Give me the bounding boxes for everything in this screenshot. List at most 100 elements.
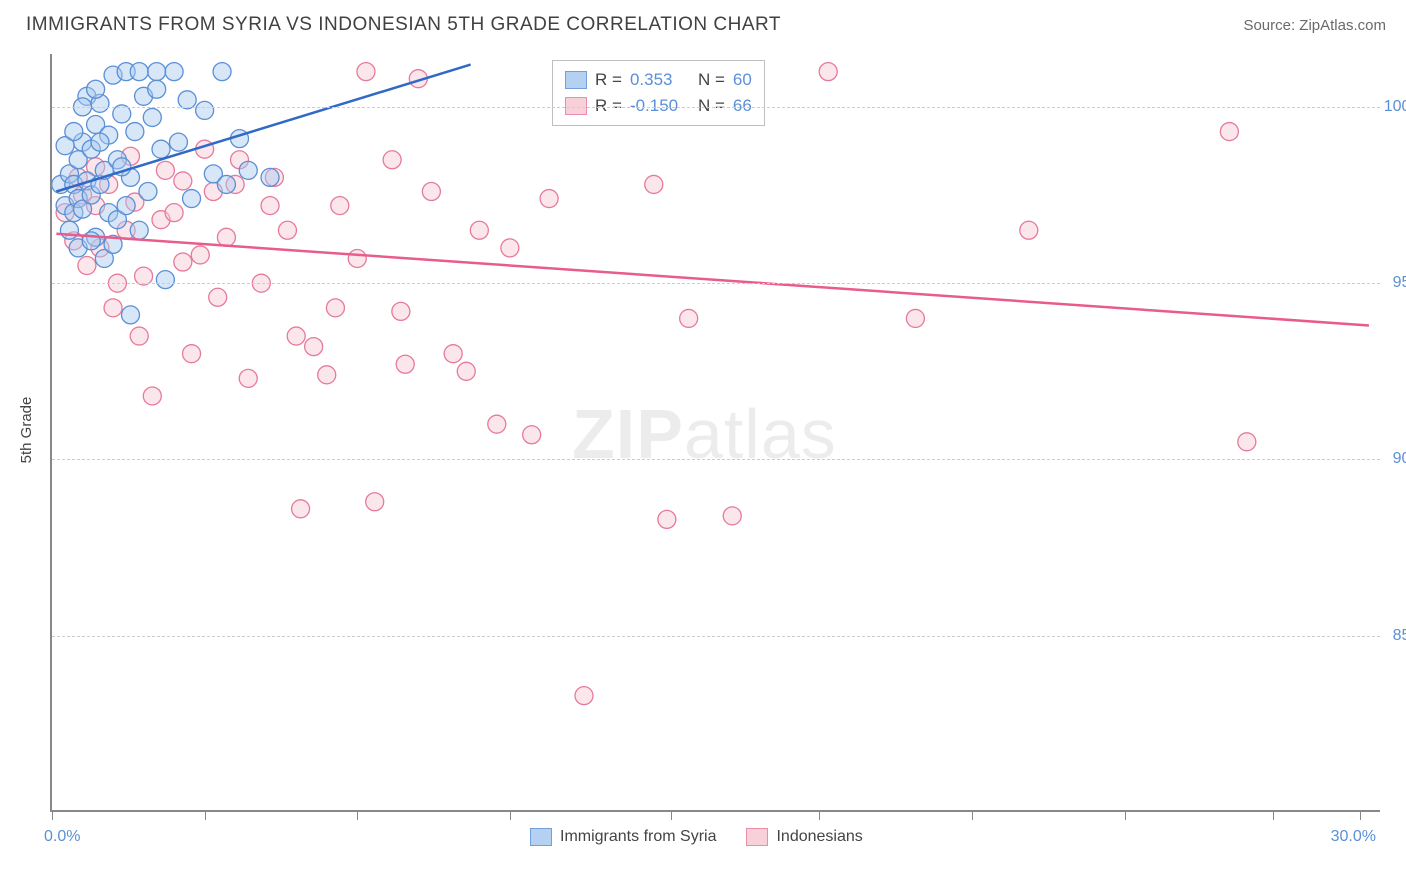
data-point — [183, 190, 201, 208]
data-point — [183, 345, 201, 363]
y-tick-label: 100.0% — [1384, 98, 1406, 116]
data-point — [130, 221, 148, 239]
legend-item-indonesian: Indonesians — [746, 828, 862, 846]
data-point — [261, 197, 279, 215]
data-point — [658, 510, 676, 528]
x-tick — [357, 810, 358, 820]
data-point — [209, 288, 227, 306]
data-point — [191, 246, 209, 264]
data-point — [217, 175, 235, 193]
data-point — [239, 161, 257, 179]
data-point — [104, 299, 122, 317]
data-point — [305, 338, 323, 356]
data-point — [723, 507, 741, 525]
data-point — [645, 175, 663, 193]
legend-swatch-indonesian-icon — [746, 828, 768, 846]
x-axis-max-label: 30.0% — [1331, 828, 1376, 846]
source-attribution: Source: ZipAtlas.com — [1243, 17, 1386, 34]
data-point — [174, 253, 192, 271]
x-tick — [1360, 810, 1361, 820]
data-point — [87, 80, 105, 98]
data-point — [143, 387, 161, 405]
data-point — [261, 168, 279, 186]
x-tick — [972, 810, 973, 820]
scatter-svg — [52, 54, 1380, 810]
data-point — [213, 63, 231, 81]
data-point — [348, 249, 366, 267]
x-tick — [510, 810, 511, 820]
x-tick — [819, 810, 820, 820]
y-axis-title: 5th Grade — [18, 397, 35, 464]
x-tick — [1273, 810, 1274, 820]
data-point — [1020, 221, 1038, 239]
data-point — [488, 415, 506, 433]
data-point — [156, 161, 174, 179]
data-point — [60, 221, 78, 239]
legend-swatch-syria-icon — [530, 828, 552, 846]
data-point — [169, 133, 187, 151]
data-point — [152, 140, 170, 158]
x-axis-min-label: 0.0% — [44, 828, 80, 846]
data-point — [680, 309, 698, 327]
data-point — [540, 190, 558, 208]
grid-line — [52, 283, 1380, 284]
data-point — [1238, 433, 1256, 451]
data-point — [217, 228, 235, 246]
data-point — [906, 309, 924, 327]
y-tick-label: 90.0% — [1393, 450, 1406, 468]
legend-swatch-syria — [565, 71, 587, 89]
data-point — [501, 239, 519, 257]
grid-line — [52, 459, 1380, 460]
y-tick-label: 85.0% — [1393, 627, 1406, 645]
data-point — [139, 182, 157, 200]
data-point — [523, 426, 541, 444]
data-point — [174, 172, 192, 190]
data-point — [121, 306, 139, 324]
data-point — [165, 63, 183, 81]
data-point — [148, 63, 166, 81]
grid-line — [52, 107, 1380, 108]
data-point — [156, 271, 174, 289]
data-point — [165, 204, 183, 222]
data-point — [78, 257, 96, 275]
data-point — [91, 133, 109, 151]
correlation-legend: R = 0.353 N = 60 R = -0.150 N = 66 — [552, 60, 765, 126]
data-point — [470, 221, 488, 239]
data-point — [143, 108, 161, 126]
data-point — [117, 197, 135, 215]
data-point — [196, 101, 214, 119]
chart-plot-area: ZIPatlas R = 0.353 N = 60 R = -0.150 N =… — [50, 54, 1380, 812]
x-tick — [1125, 810, 1126, 820]
x-tick — [671, 810, 672, 820]
data-point — [148, 80, 166, 98]
data-point — [287, 327, 305, 345]
data-point — [278, 221, 296, 239]
data-point — [392, 302, 410, 320]
data-point — [1220, 123, 1238, 141]
legend-row-syria: R = 0.353 N = 60 — [565, 67, 752, 93]
data-point — [130, 63, 148, 81]
data-point — [383, 151, 401, 169]
data-point — [575, 687, 593, 705]
data-point — [126, 123, 144, 141]
data-point — [65, 123, 83, 141]
data-point — [819, 63, 837, 81]
data-point — [457, 362, 475, 380]
x-tick — [205, 810, 206, 820]
data-point — [357, 63, 375, 81]
grid-line — [52, 636, 1380, 637]
data-point — [292, 500, 310, 518]
data-point — [130, 327, 148, 345]
page-title: IMMIGRANTS FROM SYRIA VS INDONESIAN 5TH … — [26, 14, 781, 36]
data-point — [239, 369, 257, 387]
series-legend: Immigrants from Syria Indonesians — [530, 828, 863, 846]
data-point — [422, 182, 440, 200]
legend-item-syria: Immigrants from Syria — [530, 828, 716, 846]
data-point — [326, 299, 344, 317]
data-point — [366, 493, 384, 511]
data-point — [396, 355, 414, 373]
y-tick-label: 95.0% — [1393, 274, 1406, 292]
x-tick — [52, 810, 53, 820]
data-point — [331, 197, 349, 215]
data-point — [318, 366, 336, 384]
